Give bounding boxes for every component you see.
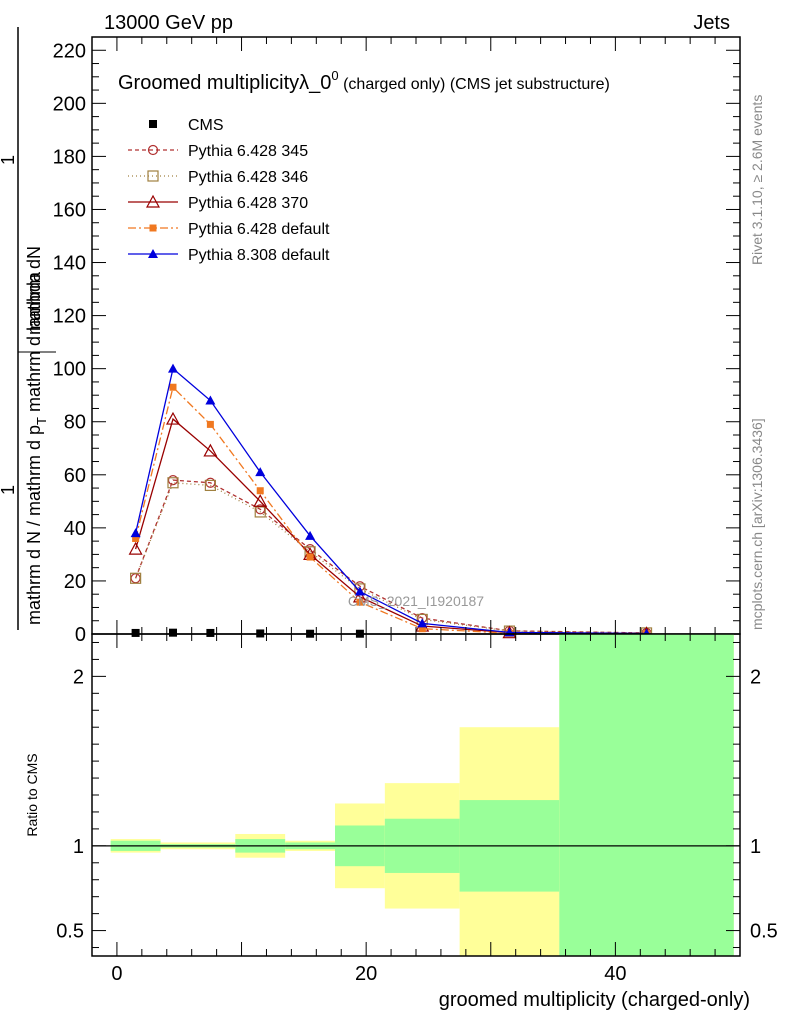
legend-label: CMS — [188, 117, 224, 134]
x-tick-label: 40 — [604, 963, 626, 985]
y-tick-label: 60 — [64, 465, 86, 487]
y-tick-label: 160 — [53, 199, 86, 221]
uncertainty-band-inner — [559, 634, 734, 956]
y-tick-label: 180 — [53, 146, 86, 168]
data-point — [128, 541, 143, 555]
data-point — [306, 553, 314, 561]
ratio-axis-ticks: 0.5 0.51 12 20 20 40 — [56, 634, 778, 985]
data-point — [167, 477, 179, 489]
ratio-y-label: Ratio to CMS — [24, 753, 40, 836]
legend-marker — [147, 170, 159, 182]
data-point — [253, 494, 268, 507]
data-point — [417, 618, 428, 628]
main-axis-ticks: 0 20 40 60 80 100 120 140 160 180 200 220 — [53, 37, 740, 646]
main-plot-marks — [128, 363, 654, 640]
legend-label: Pythia 6.428 370 — [188, 195, 308, 212]
main-panel: 0 20 40 60 80 100 120 140 160 180 200 220 CMS_2021_… — [53, 36, 741, 646]
legend-entry: Pythia 6.428 346 — [128, 169, 308, 186]
data-point — [203, 443, 218, 457]
legend-entry: CMS — [149, 117, 224, 134]
x-tick-label: 20 — [355, 963, 377, 985]
analysis-watermark: CMS_2021_I1920187 — [348, 593, 484, 609]
legend-label: Pythia 6.428 345 — [188, 143, 308, 160]
ratio-y-tick-label: 2 — [73, 666, 84, 688]
y-label-prefix: 1 — [0, 485, 18, 495]
main-y-label: 1 1 mathrm dN mathrm d N / mathrm d pT m… — [0, 27, 56, 630]
ratio-panel: 0.5 0.51 12 20 20 40 Ratio to CMS groomed mul… — [24, 633, 778, 1011]
data-point — [206, 420, 214, 428]
data-point — [169, 383, 177, 391]
y-label-numerator: mathrm dN — [24, 246, 44, 335]
header-right: Jets — [693, 12, 730, 34]
y-label-denominator: mathrm d N / mathrm d pT mathrm d lambda — [24, 271, 49, 625]
x-axis-label: groomed multiplicity (charged-only) — [439, 989, 750, 1011]
series-line — [135, 482, 647, 634]
legend-marker — [145, 194, 161, 208]
legend-marker — [149, 120, 157, 128]
y-tick-label: 120 — [53, 306, 86, 328]
x-tick-label: 0 — [111, 963, 122, 985]
data-point — [256, 487, 264, 495]
mcplots-label: mcplots.cern.ch [arXiv:1306.3436] — [749, 418, 765, 630]
legend-label: Pythia 8.308 default — [188, 247, 330, 264]
legend-entry: Pythia 6.428 370 — [128, 194, 308, 212]
ratio-y-tick-label-right: 0.5 — [750, 921, 778, 943]
data-point — [130, 572, 142, 584]
data-point — [205, 395, 216, 405]
y-tick-label: 80 — [64, 412, 86, 434]
legend-entry: Pythia 6.428 default — [128, 221, 330, 238]
y-tick-label: 0 — [75, 624, 86, 646]
data-point — [255, 467, 266, 477]
data-point — [356, 598, 364, 606]
data-point — [354, 586, 365, 596]
data-point — [169, 628, 177, 637]
ratio-y-tick-label-right: 2 — [750, 666, 761, 688]
data-point — [165, 411, 181, 425]
y-tick-label: 200 — [53, 93, 86, 115]
y-tick-label: 20 — [64, 571, 86, 593]
series-pythia-8-308-default — [130, 363, 652, 638]
ratio-y-tick-label-right: 1 — [750, 836, 761, 858]
ratio-y-tick-label: 0.5 — [56, 921, 84, 943]
series-pythia-6-428-345 — [130, 475, 652, 639]
legend-marker — [148, 249, 158, 258]
legend-entry: Pythia 8.308 default — [128, 247, 330, 264]
legend-marker — [147, 144, 159, 156]
data-point — [132, 534, 140, 542]
data-point — [305, 530, 316, 540]
y-tick-label: 220 — [53, 40, 86, 62]
legend-entry: Pythia 6.428 345 — [128, 143, 308, 160]
series-line — [135, 479, 647, 634]
data-point — [254, 506, 266, 518]
legend-label: Pythia 6.428 346 — [188, 169, 308, 186]
ratio-y-tick-label: 1 — [73, 836, 84, 858]
rivet-label: Rivet 3.1.10, ≥ 2.6M events — [749, 95, 765, 265]
legend-label: Pythia 6.428 default — [188, 221, 330, 238]
legend-marker — [149, 224, 157, 232]
data-point — [130, 528, 141, 538]
data-point — [206, 628, 215, 637]
data-point — [204, 479, 216, 492]
plot-title: Groomed multiplicityλ_00 (charged only) … — [118, 68, 610, 94]
y-tick-label: 40 — [64, 518, 86, 540]
y-label-numerator-prefix: 1 — [0, 155, 18, 165]
y-tick-label: 100 — [53, 359, 86, 381]
legend: CMS Pythia 6.428 345 Pythia 6.428 346 Pythi… — [128, 117, 330, 264]
ratio-bands — [92, 634, 740, 956]
y-tick-label: 140 — [53, 253, 86, 275]
series-pythia-6-428-346 — [130, 477, 653, 639]
data-point — [131, 628, 140, 637]
data-point — [168, 363, 178, 373]
data-point — [418, 625, 426, 633]
header-left: 13000 GeV pp — [104, 12, 233, 34]
